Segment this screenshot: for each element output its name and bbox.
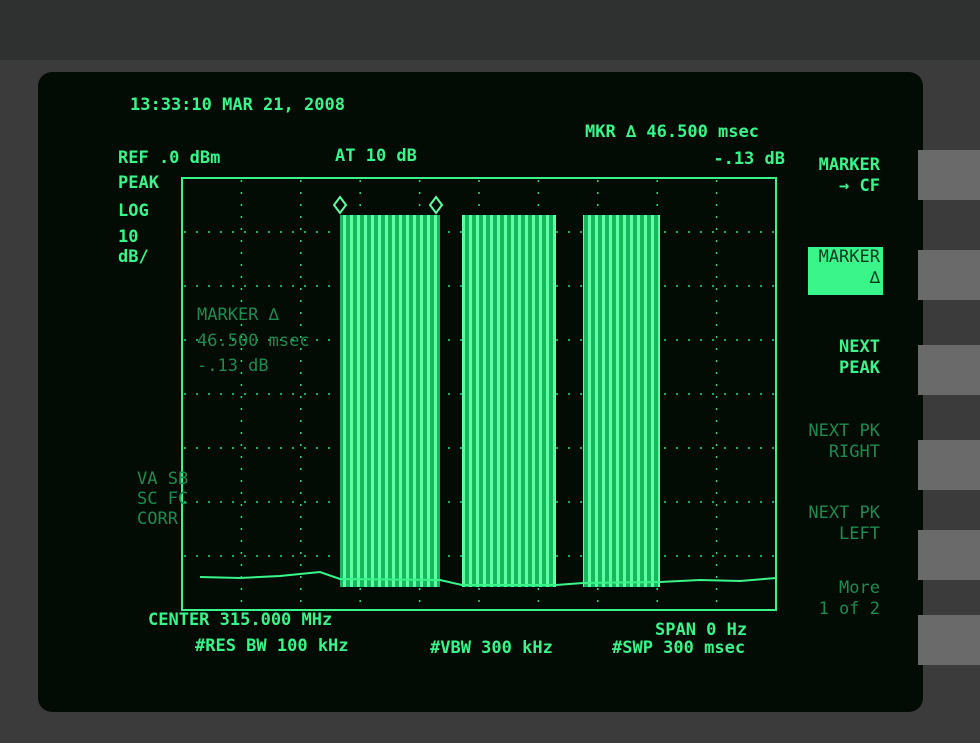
scale-label: 10 [118, 227, 138, 247]
softkey-label[interactable]: MARKER [819, 155, 881, 175]
scale-label: LOG [118, 201, 149, 221]
scale-label: PEAK [118, 173, 160, 193]
burst [462, 215, 556, 587]
bezel-top [0, 0, 980, 60]
footer-span: SPAN 0 Hz [655, 620, 747, 640]
softkey-label[interactable]: ∆ [869, 268, 881, 288]
softkey-label[interactable]: NEXT PK [808, 503, 880, 523]
footer-vbw: #VBW 300 kHz [430, 638, 553, 658]
bezel-button[interactable] [918, 440, 980, 490]
softkey-label[interactable]: 1 of 2 [819, 599, 880, 619]
marker-readout: -.13 dB [713, 149, 785, 169]
burst [583, 215, 660, 587]
marker-annotation: 46.500 msec [197, 331, 310, 351]
softkey-label[interactable]: NEXT PK [808, 421, 880, 441]
footer-center: CENTER 315.000 MHz [148, 610, 332, 630]
softkey-label[interactable]: More [839, 578, 880, 598]
bezel-button[interactable] [918, 615, 980, 665]
analyzer-photo: 13:33:10 MAR 21, 2008 REF .0 dBm AT 10 d… [0, 0, 980, 743]
scale-label: dB/ [118, 247, 149, 267]
softkey-label[interactable]: PEAK [839, 358, 881, 378]
bezel-button[interactable] [918, 345, 980, 395]
status-label: CORR [137, 509, 179, 529]
marker-annotation: -.13 dB [197, 356, 269, 376]
bezel-button[interactable] [918, 250, 980, 300]
softkey-label[interactable]: LEFT [839, 524, 880, 544]
attenuation: AT 10 dB [335, 146, 417, 166]
bezel-button[interactable] [918, 150, 980, 200]
burst [340, 215, 440, 587]
bezel-button[interactable] [918, 530, 980, 580]
footer-sweep: #SWP 300 msec [612, 638, 745, 658]
marker-readout: MKR ∆ 46.500 msec [585, 122, 759, 142]
softkey-label[interactable]: RIGHT [829, 442, 880, 462]
reference-level: REF .0 dBm [118, 148, 220, 168]
softkey-label[interactable]: NEXT [839, 337, 880, 357]
status-label: SC FC [137, 489, 188, 509]
marker-annotation: MARKER ∆ [197, 305, 280, 325]
softkey-label[interactable]: → CF [839, 176, 880, 196]
status-label: VA SB [137, 469, 188, 489]
timestamp: 13:33:10 MAR 21, 2008 [130, 95, 345, 115]
softkey-label[interactable]: MARKER [819, 247, 881, 267]
footer-res-bw: #RES BW 100 kHz [195, 636, 349, 656]
bursts [340, 215, 660, 587]
